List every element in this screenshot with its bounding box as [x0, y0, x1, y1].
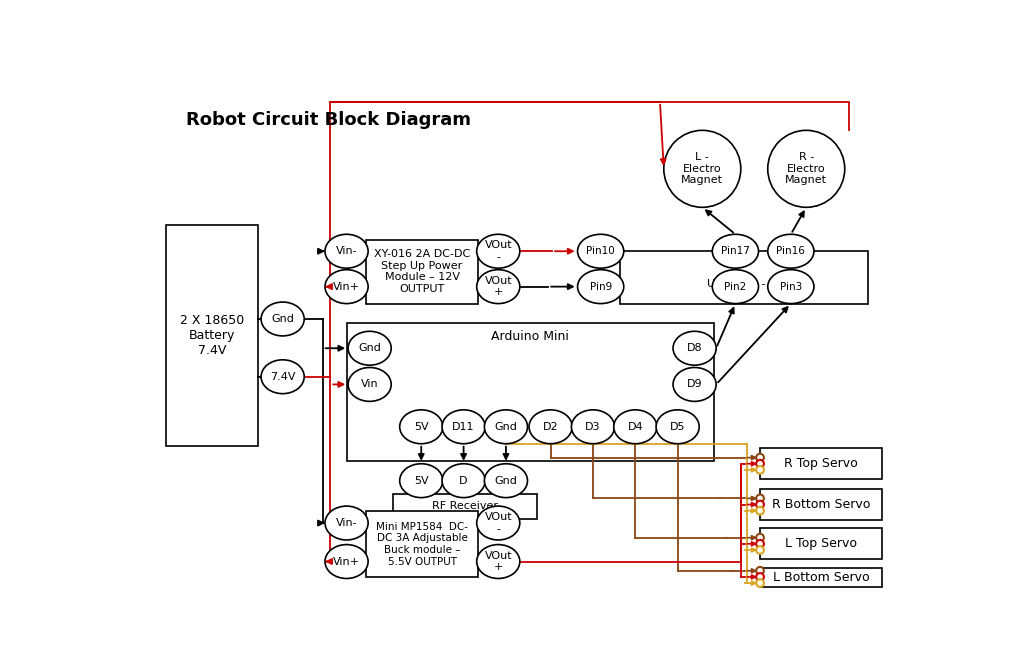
Circle shape — [756, 540, 764, 548]
Text: Vin-: Vin- — [336, 246, 357, 256]
Text: D2: D2 — [543, 421, 558, 432]
Bar — [760, 489, 882, 520]
Text: 7.4V: 7.4V — [269, 372, 296, 382]
Text: L Top Servo: L Top Servo — [785, 537, 857, 551]
Ellipse shape — [484, 410, 528, 444]
Ellipse shape — [348, 367, 391, 401]
Text: D3: D3 — [585, 421, 600, 432]
Bar — [366, 240, 478, 304]
Ellipse shape — [261, 360, 304, 393]
Circle shape — [756, 494, 764, 502]
Text: VOut
-: VOut - — [484, 512, 512, 534]
Ellipse shape — [577, 234, 624, 268]
Circle shape — [756, 567, 764, 575]
Circle shape — [756, 546, 764, 554]
Text: 5V: 5V — [414, 476, 429, 486]
Text: R Bottom Servo: R Bottom Servo — [772, 498, 870, 511]
Text: Gnd: Gnd — [494, 421, 518, 432]
Ellipse shape — [484, 464, 528, 498]
Bar — [366, 512, 478, 577]
Bar — [393, 494, 537, 519]
Ellipse shape — [442, 464, 485, 498]
Ellipse shape — [400, 410, 443, 444]
Text: R Top Servo: R Top Servo — [784, 457, 858, 470]
Text: Vin: Vin — [361, 379, 378, 389]
Ellipse shape — [325, 234, 368, 268]
Bar — [760, 568, 882, 587]
Bar — [620, 252, 868, 304]
Text: Vin+: Vin+ — [333, 557, 360, 567]
Circle shape — [756, 573, 764, 581]
Text: Pin10: Pin10 — [586, 246, 615, 256]
Text: Mini MP1584  DC-
DC 3A Adjustable
Buck module –
5.5V OUTPUT: Mini MP1584 DC- DC 3A Adjustable Buck mo… — [376, 522, 468, 567]
Ellipse shape — [768, 130, 845, 207]
Ellipse shape — [261, 302, 304, 336]
Text: D8: D8 — [687, 343, 702, 353]
Ellipse shape — [664, 130, 741, 207]
Text: Gnd: Gnd — [358, 343, 381, 353]
Text: Arduino Mini: Arduino Mini — [491, 330, 569, 343]
Text: D: D — [459, 476, 468, 486]
Bar — [346, 323, 713, 462]
Text: Pin2: Pin2 — [724, 282, 747, 292]
Text: Pin16: Pin16 — [776, 246, 805, 256]
Circle shape — [756, 460, 764, 468]
Text: Vin+: Vin+ — [333, 282, 360, 292]
Ellipse shape — [325, 270, 368, 304]
Ellipse shape — [400, 464, 443, 498]
Text: D11: D11 — [452, 421, 475, 432]
Circle shape — [756, 534, 764, 541]
Text: Pin17: Pin17 — [721, 246, 750, 256]
Circle shape — [756, 579, 764, 587]
Text: XY-016 2A DC-DC
Step Up Power
Module – 12V
OUTPUT: XY-016 2A DC-DC Step Up Power Module – 1… — [374, 250, 470, 294]
Text: Robot Circuit Block Diagram: Robot Circuit Block Diagram — [187, 111, 471, 129]
Ellipse shape — [529, 410, 572, 444]
Ellipse shape — [476, 545, 520, 579]
Bar — [165, 225, 258, 446]
Ellipse shape — [325, 506, 368, 540]
Ellipse shape — [613, 410, 657, 444]
Ellipse shape — [712, 234, 759, 268]
Ellipse shape — [673, 367, 716, 401]
Ellipse shape — [712, 270, 759, 304]
Circle shape — [756, 466, 764, 474]
Circle shape — [756, 500, 764, 508]
Ellipse shape — [656, 410, 699, 444]
Text: L Bottom Servo: L Bottom Servo — [773, 571, 869, 584]
Ellipse shape — [577, 270, 624, 304]
Ellipse shape — [476, 270, 520, 304]
Ellipse shape — [571, 410, 614, 444]
Text: Pin3: Pin3 — [780, 282, 802, 292]
Ellipse shape — [768, 234, 814, 268]
Ellipse shape — [325, 545, 368, 579]
Text: RF Receiver: RF Receiver — [432, 502, 497, 512]
Text: 2 X 18650
Battery
7.4V: 2 X 18650 Battery 7.4V — [180, 314, 244, 357]
Text: 5V: 5V — [414, 421, 429, 432]
Text: Vin-: Vin- — [336, 518, 357, 528]
Ellipse shape — [673, 331, 716, 365]
Text: VOut
-: VOut - — [484, 240, 512, 262]
Ellipse shape — [476, 234, 520, 268]
Ellipse shape — [348, 331, 391, 365]
Text: L -
Electro
Magnet: L - Electro Magnet — [681, 153, 723, 185]
Text: R -
Electro
Magnet: R - Electro Magnet — [785, 153, 827, 185]
Text: VOut
+: VOut + — [484, 551, 512, 573]
Bar — [760, 448, 882, 479]
Ellipse shape — [442, 410, 485, 444]
Text: Gnd: Gnd — [494, 476, 518, 486]
Text: VOut
+: VOut + — [484, 276, 512, 298]
Text: ULN2803 - IC: ULN2803 - IC — [707, 278, 780, 288]
Ellipse shape — [768, 270, 814, 304]
Circle shape — [756, 507, 764, 514]
Circle shape — [756, 454, 764, 462]
Bar — [760, 529, 882, 559]
Ellipse shape — [476, 506, 520, 540]
Text: D5: D5 — [670, 421, 685, 432]
Text: Gnd: Gnd — [271, 314, 294, 324]
Text: D4: D4 — [628, 421, 643, 432]
Text: Pin9: Pin9 — [589, 282, 611, 292]
Text: D9: D9 — [687, 379, 702, 389]
